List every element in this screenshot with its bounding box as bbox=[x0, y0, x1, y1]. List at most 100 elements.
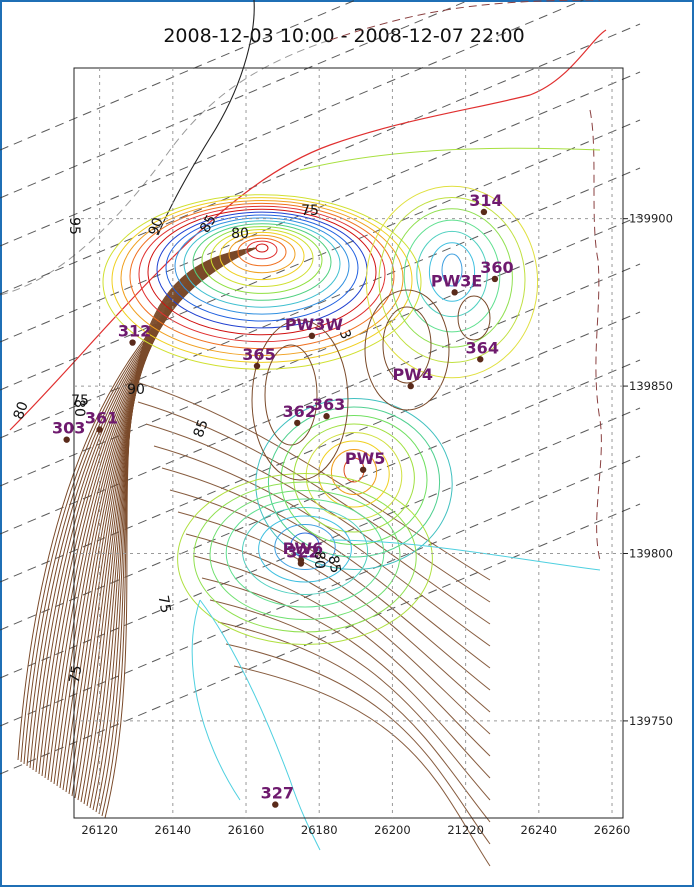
contour-label: 80 bbox=[11, 400, 32, 422]
well-label: PW4 bbox=[392, 365, 433, 384]
contour-line bbox=[193, 555, 491, 757]
contour-line bbox=[378, 197, 526, 363]
dashed-line bbox=[0, 119, 641, 391]
contour-line bbox=[137, 401, 491, 603]
chart-title: 2008-12-03 10:00 - 2008-12-07 22:00 bbox=[163, 25, 524, 47]
dashed-line bbox=[0, 263, 641, 535]
contour-line bbox=[191, 599, 241, 801]
contour-line bbox=[201, 226, 323, 294]
well-label: 303 bbox=[52, 419, 85, 438]
well-point bbox=[253, 362, 261, 370]
contour-line bbox=[209, 599, 491, 801]
axis-ticks: 26120 26140 26160 26180 26200 21220 26240 26260… bbox=[81, 212, 673, 837]
dashed-line bbox=[0, 311, 641, 583]
contour-line bbox=[416, 230, 488, 318]
well-point bbox=[480, 208, 488, 216]
contour-line bbox=[365, 185, 539, 379]
contour-line bbox=[428, 242, 476, 302]
contour-line bbox=[147, 208, 377, 336]
contour-line bbox=[59, 247, 257, 789]
x-tick-label: 26200 bbox=[374, 823, 411, 837]
contour-line bbox=[89, 247, 257, 809]
contour-line bbox=[209, 490, 401, 620]
contour-line bbox=[364, 289, 450, 411]
contour-line bbox=[41, 247, 257, 777]
dashed-line bbox=[0, 407, 641, 679]
contour-line bbox=[32, 247, 257, 771]
well-label: 312 bbox=[118, 322, 151, 341]
well-point bbox=[96, 426, 103, 433]
well-label: 322 bbox=[286, 543, 319, 562]
contour-line bbox=[246, 240, 278, 260]
contour-line bbox=[237, 237, 287, 267]
contour-line bbox=[329, 539, 601, 571]
plot-area bbox=[73, 67, 624, 819]
well-label: 361 bbox=[85, 409, 118, 428]
background-lines bbox=[0, 0, 641, 775]
contour-line bbox=[193, 481, 417, 633]
contour-line bbox=[174, 217, 350, 315]
y-tick-label: 139750 bbox=[629, 714, 673, 728]
x-tick-label: 26140 bbox=[155, 823, 192, 837]
x-tick-label: 26260 bbox=[594, 823, 631, 837]
well-point bbox=[63, 436, 70, 443]
contour-line bbox=[267, 406, 441, 558]
contour-line bbox=[305, 432, 403, 520]
well-point bbox=[308, 332, 316, 340]
well-point bbox=[407, 382, 414, 390]
contour-line bbox=[23, 247, 257, 765]
contour-label: 90 bbox=[146, 216, 167, 238]
contour-line bbox=[299, 147, 601, 171]
contour-line bbox=[68, 247, 257, 795]
well-label: 314 bbox=[469, 191, 502, 210]
contour-line bbox=[225, 643, 491, 845]
well-label: PW3W bbox=[285, 315, 344, 334]
contour-line bbox=[274, 524, 336, 570]
contour-line bbox=[280, 415, 428, 545]
contour-line bbox=[199, 599, 321, 851]
well-label: 363 bbox=[312, 395, 345, 414]
contour-label: 75 bbox=[71, 393, 89, 409]
well-label: 327 bbox=[261, 784, 294, 803]
contour-line bbox=[251, 319, 349, 481]
contour-line bbox=[65, 247, 257, 793]
well-point bbox=[294, 419, 301, 427]
dashed-line bbox=[589, 109, 602, 561]
contour-line bbox=[138, 205, 386, 343]
boundary-line bbox=[157, 0, 255, 236]
contour-line bbox=[441, 253, 463, 287]
contour-line bbox=[169, 489, 491, 691]
contour-label: 75 bbox=[301, 203, 319, 219]
contour-line bbox=[258, 515, 352, 583]
contour-line bbox=[241, 507, 369, 595]
contour-line bbox=[403, 219, 501, 333]
well-label: PW6 bbox=[283, 539, 324, 558]
contour-line bbox=[382, 306, 432, 384]
contour-line bbox=[255, 398, 453, 570]
dashed-line bbox=[0, 359, 641, 631]
dashed-line bbox=[0, 0, 585, 247]
contour-label: 75 bbox=[67, 664, 86, 684]
contour-label: 85 bbox=[325, 554, 344, 574]
contour-line bbox=[35, 247, 257, 773]
contour-line bbox=[228, 234, 296, 274]
contour-line bbox=[233, 665, 491, 867]
contour-line bbox=[177, 511, 491, 713]
contour-line bbox=[293, 423, 415, 533]
contour-line bbox=[264, 344, 318, 446]
x-tick-label: 26240 bbox=[521, 823, 558, 837]
contour-line bbox=[457, 295, 491, 341]
well-label: 365 bbox=[242, 345, 275, 364]
contour-line bbox=[330, 449, 378, 495]
x-tick-label: 26160 bbox=[228, 823, 265, 837]
dashed-line bbox=[0, 167, 641, 439]
contour-line bbox=[210, 229, 314, 287]
contour-line bbox=[201, 577, 491, 779]
dashed-line bbox=[0, 23, 641, 295]
contour-line bbox=[120, 200, 404, 356]
contour-label: 80 bbox=[71, 399, 87, 417]
contour-line bbox=[185, 533, 491, 735]
